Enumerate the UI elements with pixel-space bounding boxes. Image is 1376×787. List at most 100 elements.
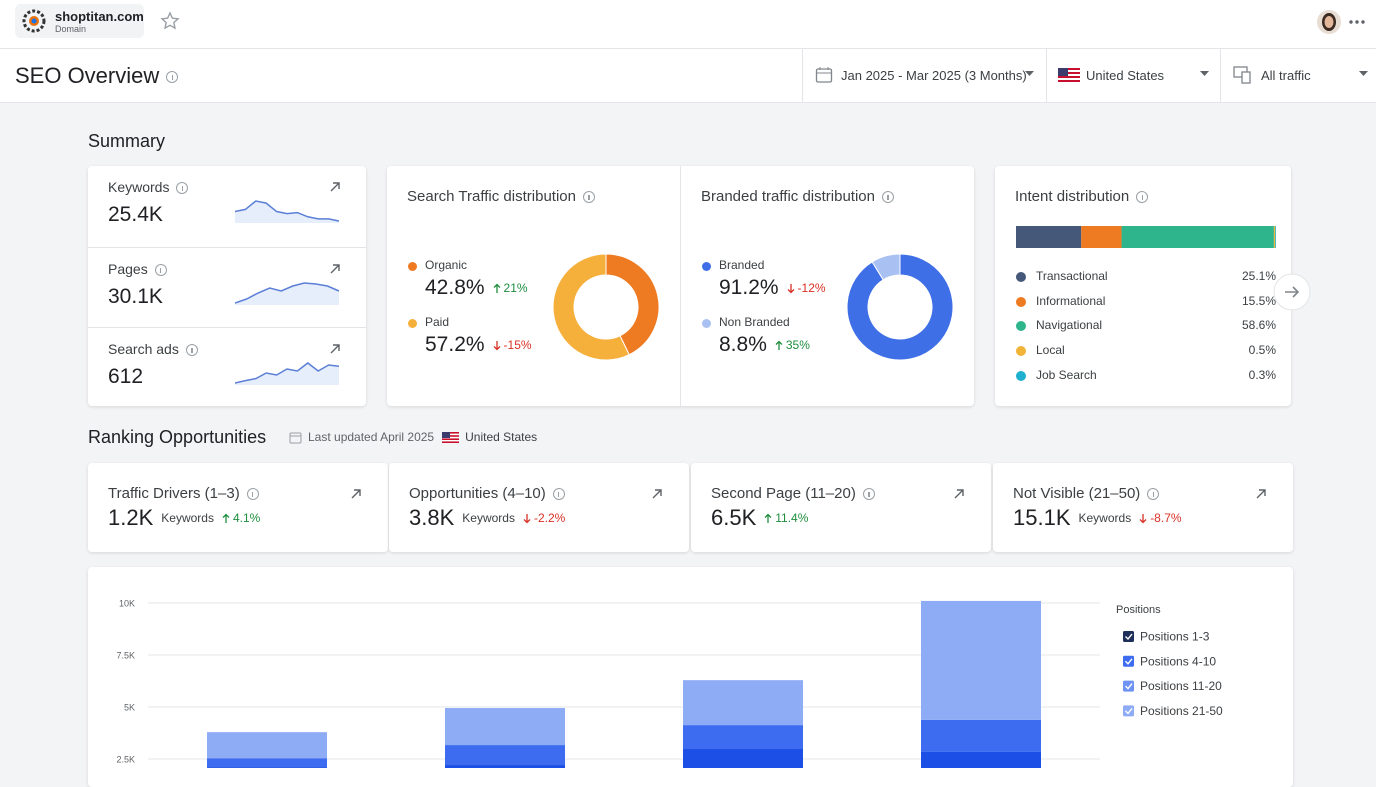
info-icon[interactable] [1147,488,1160,501]
info-icon[interactable] [552,488,565,501]
legend-checkbox [1123,631,1134,642]
info-icon[interactable] [246,488,259,501]
metric-value: 25.4K [108,203,163,226]
change: 21% [493,281,528,295]
ranking-card: Second Page (11–20) 6.5K 11.4% [691,463,991,552]
star-button[interactable] [160,11,180,31]
metric: Pages 30.1K [88,246,366,328]
country-filter[interactable]: United States [1046,49,1221,102]
info-icon[interactable] [862,488,875,501]
arrow [764,513,772,523]
legend-item[interactable]: Positions 1-3 [1123,630,1210,644]
share-value: 42.8% [425,276,485,299]
expand-icon[interactable] [953,488,965,500]
change-value: 11.4% [775,511,809,525]
legend-dot [1016,272,1026,282]
bar-segment [207,758,327,768]
change-arrow [1139,513,1147,523]
legend-dot [702,319,711,328]
bar-segment [445,745,565,766]
legend-value-row: 57.2% -15% [425,333,532,357]
info-icon[interactable] [1136,191,1149,204]
y-tick-label: 7.5K [116,651,135,661]
change: -8.7% [1139,511,1182,525]
divider [680,166,681,406]
donut-segment [552,253,630,361]
legend-name: Navigational [1036,318,1103,333]
date-filter[interactable]: Jan 2025 - Mar 2025 (3 Months) [802,49,1047,102]
bar-segment [207,732,327,759]
sparkline [235,200,339,223]
site-chip[interactable]: shoptitan.com Domain [15,4,144,38]
legend-share: 0.3% [1248,367,1276,382]
legend-item[interactable]: Positions 11-20 [1123,679,1222,693]
donut [552,253,660,361]
metrics-card: Keywords 25.4K Pages 30.1K Search ads 612 [88,166,366,406]
card-title: Search Traffic distribution [407,188,595,205]
expand-icon[interactable] [651,488,663,500]
ranking-card: Traffic Drivers (1–3) 1.2K Keywords 4.1% [88,463,388,552]
card-title-text: Search Traffic distribution [407,188,576,205]
donut [846,253,954,361]
site-type: Domain [55,24,87,34]
change-value: -12% [797,281,826,295]
info-icon[interactable] [185,344,198,357]
change-value: 21% [503,281,528,295]
info-icon[interactable] [176,182,189,195]
legend-name: Organic [425,258,468,272]
donut-segment [605,253,660,356]
info-icon[interactable] [154,263,167,276]
card-title: Branded traffic distribution [701,188,894,205]
change-arrow [222,513,230,523]
sparkline-area [235,201,339,223]
next-button[interactable] [1272,272,1312,312]
info-icon[interactable] [166,71,179,84]
legend-dot [1016,346,1026,357]
caret [1200,71,1209,76]
bar-segment [683,749,803,787]
donut-segment [871,253,901,281]
expand-icon[interactable] [329,263,341,275]
legend-item[interactable]: Positions 4-10 [1123,654,1216,668]
avatar[interactable] [1316,9,1342,35]
date-range: Jan 2025 - Mar 2025 (3 Months) [841,68,1027,83]
expand-icon[interactable] [329,343,341,355]
change: 11.4% [764,511,808,525]
ranking-card: Not Visible (21–50) 15.1K Keywords -8.7% [993,463,1293,552]
legend-checkbox [1123,655,1134,667]
metric: Keywords 25.4K [88,166,366,246]
legend-item[interactable]: Positions 21-50 [1123,704,1223,718]
expand-icon[interactable] [350,488,362,500]
legend-dot [1016,321,1026,332]
legend-name: Branded [719,258,765,272]
change-arrow [493,283,501,293]
site-name: shoptitan.com [55,9,144,24]
sparkline-line [235,200,339,222]
info-icon[interactable] [582,191,595,204]
legend-name: Local [1036,343,1065,358]
page-title: SEO Overview [15,63,179,89]
card-title: Opportunities (4–10) [409,485,565,502]
card-value: 15.1K [1013,505,1071,530]
legend-name: Transactional [1036,269,1108,283]
card-value: 3.8K [409,505,455,530]
sparkline-line [235,362,339,384]
check [1125,633,1133,641]
card-title: Traffic Drivers (1–3) [108,485,259,502]
ranking-card: Opportunities (4–10) 3.8K Keywords -2.2% [389,463,689,552]
expand-icon[interactable] [1255,488,1267,500]
card-title-text: Second Page (11–20) [711,485,856,502]
traffic-filter[interactable]: All traffic [1220,49,1376,102]
legend-value-row: 8.8% 35% [719,333,810,357]
updated-country: United States [465,430,538,444]
more-button[interactable] [1348,18,1366,26]
change-value: 4.1% [232,511,261,525]
legend-checkbox [1123,705,1134,717]
info-icon[interactable] [882,191,894,204]
change-value: 35% [785,338,810,352]
legend-label: Positions 4-10 [1140,654,1216,668]
expand-icon[interactable] [329,181,341,193]
change-value: -8.7% [1150,511,1182,525]
share-value: 91.2% [719,276,779,299]
